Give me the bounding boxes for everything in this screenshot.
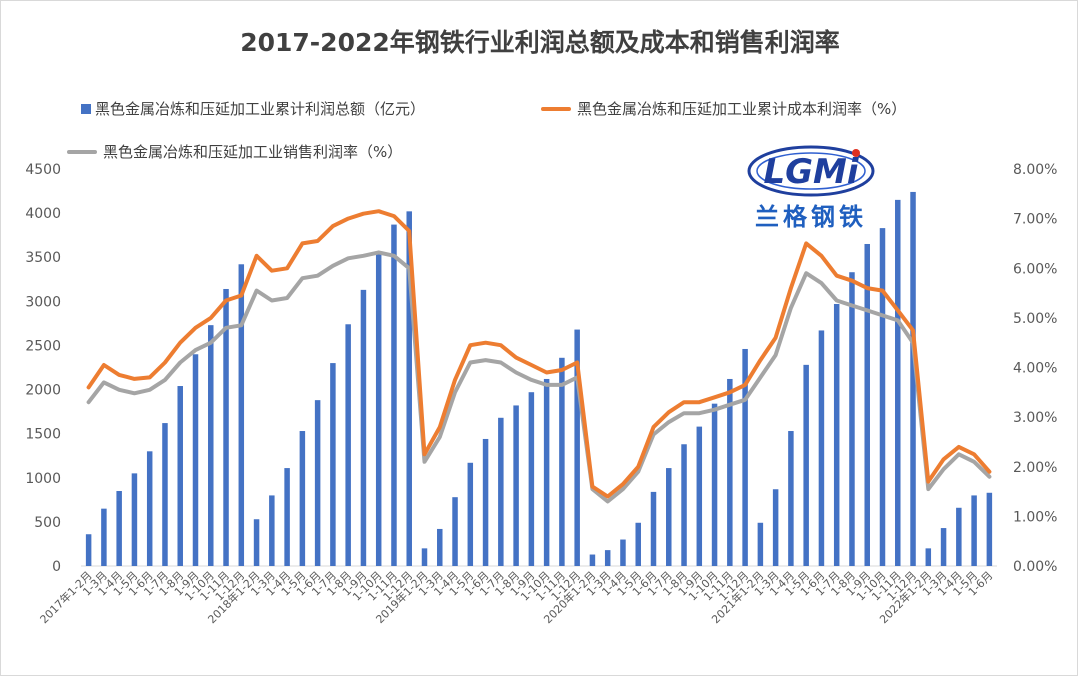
y-left-tick-label: 500 (34, 515, 61, 531)
profit-bar (208, 325, 214, 566)
y-right-tick-label: 1.00% (1013, 509, 1057, 525)
profit-bar (131, 473, 138, 566)
profit-bar (146, 451, 153, 566)
profit-bar (971, 495, 977, 566)
profit-bar (559, 357, 565, 566)
svg-text:LGMi: LGMi (763, 152, 859, 192)
profit-bar (85, 534, 92, 566)
profit-bar (925, 548, 932, 566)
y-right-tick-label: 5.00% (1013, 311, 1057, 327)
profit-bar (452, 497, 458, 566)
legend-item-cost-margin: 黑色金属冶炼和压延加工业累计成本利润率（%） (541, 98, 906, 119)
profit-bar (589, 554, 596, 566)
profit-bar (818, 330, 825, 566)
legend-item-profit: 黑色金属冶炼和压延加工业累计利润总额（亿元） (81, 98, 425, 119)
profit-bar (604, 550, 611, 566)
profit-bar (238, 264, 245, 566)
y-left-tick-label: 2000 (25, 383, 61, 399)
profit-bar (956, 507, 962, 566)
y-right-tick-label: 6.00% (1013, 261, 1057, 277)
profit-bar (666, 468, 672, 566)
legend-swatch-sales-margin (67, 149, 97, 154)
y-left-tick-label: 4500 (25, 162, 61, 178)
profit-bar (253, 519, 260, 566)
y-left-tick-label: 1500 (25, 427, 61, 443)
profit-bar (864, 243, 870, 566)
profit-bar (910, 191, 916, 566)
profit-bar (940, 528, 947, 566)
profit-bar (727, 378, 733, 566)
profit-bar (406, 211, 412, 566)
profit-bar (895, 199, 901, 566)
y-left-tick-label: 3500 (25, 250, 61, 266)
profit-bar (788, 431, 794, 566)
profit-bar (162, 423, 168, 566)
profit-bar (498, 417, 504, 566)
profit-bar (635, 522, 641, 566)
profit-bar (681, 444, 687, 566)
profit-bar (482, 438, 489, 566)
profit-bar (330, 363, 336, 566)
legend-label-sales-margin: 黑色金属冶炼和压延加工业销售利润率（%） (103, 143, 403, 161)
legend-item-sales-margin: 黑色金属冶炼和压延加工业销售利润率（%） (67, 141, 402, 162)
profit-bar (467, 462, 474, 566)
profit-bar (849, 272, 855, 566)
profit-bar (879, 228, 886, 566)
chart-title: 2017-2022年钢铁行业利润总额及成本和销售利润率 (240, 28, 840, 57)
y-left-tick-label: 2500 (25, 338, 61, 354)
profit-bar (360, 289, 367, 566)
profit-bar (803, 364, 809, 566)
profit-bar (757, 522, 764, 566)
profit-bar (284, 468, 290, 566)
cost-margin-line (86, 209, 992, 499)
legend-label-cost-margin: 黑色金属冶炼和压延加工业累计成本利润率（%） (577, 100, 907, 118)
profit-bar (101, 508, 107, 566)
profit-bar (833, 303, 840, 566)
profit-bar (742, 348, 748, 566)
y-left-tick-label: 0 (52, 559, 61, 575)
y-right-tick-label: 7.00% (1013, 212, 1057, 228)
profit-bar (711, 403, 718, 566)
y-right-tick-label: 4.00% (1013, 361, 1057, 377)
profit-bar (513, 405, 519, 566)
y-right-tick-label: 2.00% (1013, 460, 1057, 476)
legend-label-profit: 黑色金属冶炼和压延加工业累计利润总额（亿元） (95, 100, 426, 118)
profit-bar (314, 400, 321, 566)
profit-bar (192, 354, 199, 566)
profit-bar (269, 495, 275, 566)
profit-bar (772, 489, 779, 566)
svg-text:兰格钢铁: 兰格钢铁 (755, 202, 867, 231)
legend-swatch-profit (81, 103, 91, 114)
y-left-tick-label: 3000 (25, 294, 61, 310)
y-left-tick-label: 1000 (25, 471, 61, 487)
profit-bar (223, 288, 229, 566)
profit-bar (391, 224, 397, 566)
x-tick-label: 2017年1-2月 (37, 568, 95, 626)
legend-swatch-cost-margin (541, 106, 571, 111)
profit-bar (116, 491, 122, 566)
lgmi-logo: LGMi 兰格钢铁 (747, 145, 875, 231)
profit-bar (177, 386, 183, 566)
profit-bar (437, 528, 443, 566)
y-right-tick-label: 3.00% (1013, 410, 1057, 426)
y-right-tick-label: 0.00% (1013, 559, 1057, 575)
profit-bar (528, 392, 535, 566)
profit-bar (375, 252, 382, 567)
profit-bar (345, 324, 351, 566)
profit-bar (421, 548, 428, 566)
profit-bar (620, 539, 626, 566)
sales-margin-line (86, 250, 992, 504)
profit-bar (574, 329, 580, 566)
profit-bar (986, 492, 993, 566)
profit-bar (696, 426, 703, 566)
profit-bar (650, 491, 657, 566)
y-left-tick-label: 4000 (25, 206, 61, 222)
profit-bar (543, 378, 550, 566)
profit-bar (299, 431, 306, 566)
y-right-tick-label: 8.00% (1013, 162, 1057, 178)
